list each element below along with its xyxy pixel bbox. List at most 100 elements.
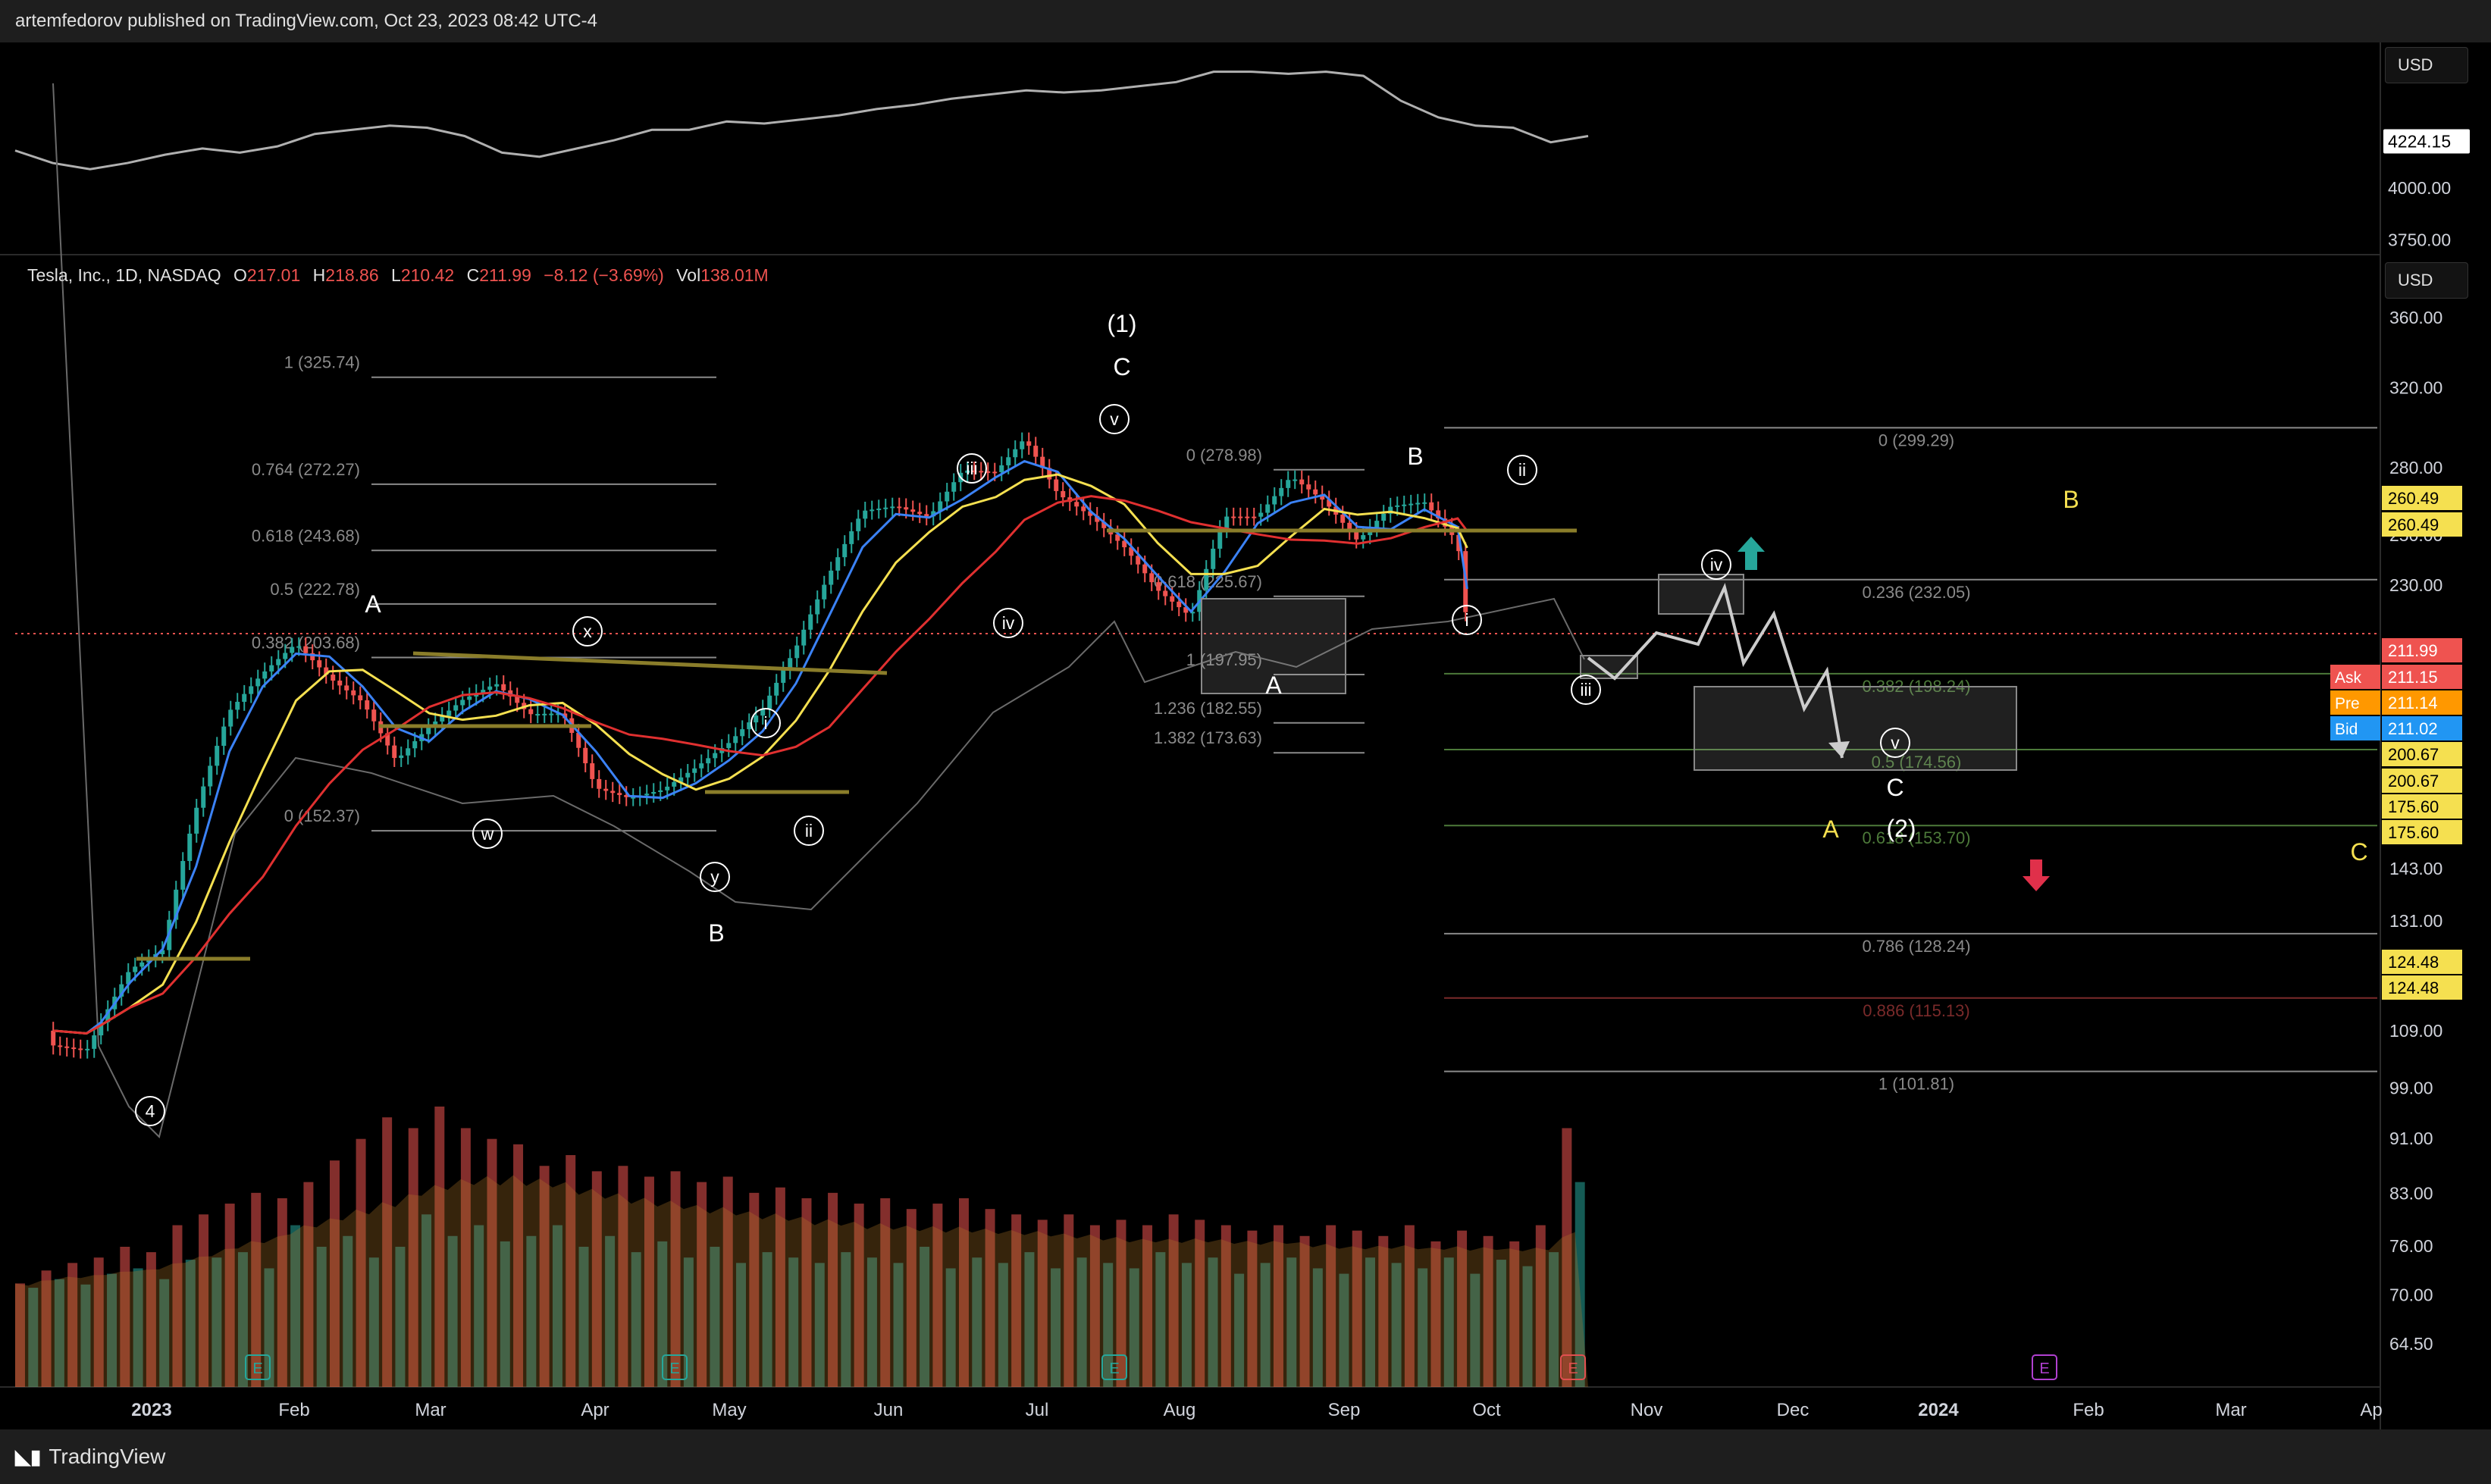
- volume-bar: [697, 1182, 707, 1387]
- wave-circle: [794, 816, 824, 846]
- tradingview-brand[interactable]: ◣▮ TradingView: [15, 1445, 165, 1469]
- legend-symbol[interactable]: Tesla, Inc., 1D, NASDAQ: [27, 265, 221, 285]
- volume-bar: [1378, 1235, 1389, 1387]
- time-axis-label: Mar: [415, 1400, 446, 1420]
- wave-label: v: [1891, 733, 1900, 753]
- candle-body: [904, 507, 909, 510]
- volume-bar: [932, 1204, 943, 1387]
- candle-body: [1156, 582, 1161, 591]
- wave-circle: [957, 453, 987, 484]
- candle-body: [760, 709, 766, 716]
- candle-body: [556, 713, 561, 715]
- chart-canvas[interactable]: 4000.00 3750.00 4224.15 360.00 320.00 280.00 2…: [0, 42, 2491, 1429]
- candle-body: [1020, 441, 1025, 449]
- price-tag-label: Bid: [2335, 721, 2358, 738]
- candle-body: [1170, 596, 1175, 602]
- price-tag-bg: [2382, 794, 2462, 819]
- volume-bar: [762, 1252, 772, 1387]
- candle-body: [1149, 573, 1155, 583]
- candle-body: [1354, 531, 1359, 540]
- candle-body: [1190, 612, 1195, 614]
- candle-body: [255, 678, 261, 687]
- candle-body: [788, 658, 793, 671]
- volume-bar: [644, 1176, 654, 1387]
- fib-mid-label: 1.382 (173.63): [1154, 728, 1262, 747]
- currency-selector-main[interactable]: USD: [2385, 262, 2468, 299]
- volume-bar: [788, 1257, 799, 1387]
- volume-bar: [408, 1128, 418, 1387]
- earnings-marker-icon: [2032, 1354, 2057, 1380]
- price-tag-label-bg: [2330, 716, 2380, 740]
- candle-body: [829, 570, 834, 585]
- candle-body: [228, 709, 233, 727]
- candle-body: [603, 788, 609, 791]
- comparison-tick-label: 4000.00: [2388, 178, 2451, 198]
- volume-bar: [1195, 1219, 1205, 1387]
- wave-label: B: [1407, 443, 1423, 470]
- wave-circle: [1571, 675, 1601, 705]
- candle-body: [699, 763, 704, 769]
- candle-body: [651, 791, 656, 794]
- candle-body: [549, 713, 554, 715]
- candle-body: [262, 671, 268, 679]
- volume-bar: [578, 1247, 589, 1387]
- candle-body: [324, 667, 329, 675]
- candle-body: [965, 470, 970, 473]
- candle-body: [535, 714, 540, 716]
- currency-label: USD: [2398, 271, 2433, 290]
- ohlc-legend: Tesla, Inc., 1D, NASDAQ O217.01 H218.86 …: [27, 265, 769, 286]
- price-tag-value: 260.49: [2388, 489, 2439, 508]
- candle-body: [842, 543, 848, 558]
- candle-body: [1033, 446, 1039, 457]
- volume-bar: [107, 1273, 118, 1387]
- candle-body: [1115, 534, 1120, 541]
- candle-body: [767, 695, 772, 709]
- candle-body: [1006, 457, 1011, 465]
- candle-body: [78, 1048, 83, 1050]
- candle-body: [1381, 513, 1386, 521]
- candle-body: [1252, 516, 1257, 518]
- volume-bar: [841, 1252, 851, 1387]
- volume-bar: [1142, 1225, 1153, 1387]
- volume-bar: [133, 1268, 143, 1387]
- fib-mid-label: 1 (197.95): [1186, 650, 1262, 669]
- candle-body: [870, 509, 875, 512]
- volume-bar: [1365, 1257, 1376, 1387]
- fib-right-label: 0.886 (115.13): [1863, 1001, 1969, 1020]
- candle-body: [481, 690, 486, 693]
- candle-body: [467, 696, 472, 700]
- legend-open: 217.01: [246, 265, 301, 285]
- earnings-marker-icon: [1101, 1354, 1127, 1380]
- candle-body: [849, 531, 854, 544]
- volume-bar: [277, 1198, 287, 1387]
- currency-selector-top[interactable]: USD: [2385, 47, 2468, 83]
- candle-body: [1095, 515, 1100, 522]
- fib-left-label: 0.764 (272.27): [252, 460, 360, 479]
- wave-label: 4: [146, 1101, 155, 1121]
- wave-label: i: [1465, 610, 1468, 630]
- volume-bar: [368, 1257, 379, 1387]
- volume-bar: [906, 1209, 916, 1387]
- publish-bar: artemfedorov published on TradingView.co…: [0, 0, 2491, 42]
- price-tick-label: 143.00: [2389, 859, 2442, 878]
- time-axis-label: Jul: [1026, 1400, 1049, 1420]
- candle-body: [337, 680, 343, 686]
- candle-body: [365, 700, 370, 710]
- volume-bar: [657, 1241, 668, 1387]
- candle-body: [1436, 510, 1441, 519]
- volume-bar: [1574, 1182, 1585, 1387]
- wave-circle: [1099, 404, 1130, 434]
- candle-body: [1122, 540, 1127, 548]
- candle-body: [1101, 521, 1107, 528]
- price-tag-bg: [2382, 950, 2462, 974]
- candle-body: [774, 682, 779, 696]
- candle-body: [706, 758, 711, 764]
- candle-body: [822, 584, 827, 600]
- wave-circle: [1880, 728, 1910, 758]
- candle-body: [174, 889, 179, 920]
- volume-bar: [605, 1235, 616, 1387]
- candle-body: [1217, 529, 1223, 549]
- legend-volume: 138.01M: [700, 265, 769, 285]
- volume-bar: [382, 1117, 393, 1387]
- fib-left-label: 1 (325.74): [284, 353, 360, 372]
